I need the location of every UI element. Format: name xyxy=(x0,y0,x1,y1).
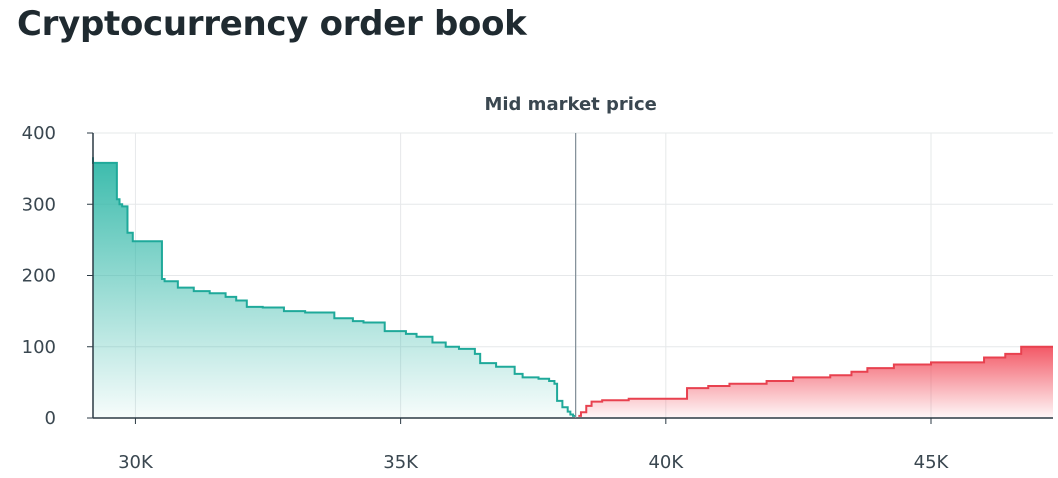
mid-market-marker: Mid market price xyxy=(484,94,657,418)
depth-areas xyxy=(92,157,1053,418)
y-tick-label-2: 200 xyxy=(22,266,56,287)
x-tick-label-3: 45K xyxy=(914,452,950,473)
mid-market-label: Mid market price xyxy=(484,94,656,115)
page-title: Cryptocurrency order book xyxy=(17,4,527,44)
asks-line xyxy=(578,345,1053,417)
x-axis-ticks: 30K 35K 40K 45K xyxy=(118,418,950,473)
x-tick-label-2: 40K xyxy=(648,452,684,473)
y-axis-ticks: 0 100 200 300 400 xyxy=(22,123,93,429)
bids-line xyxy=(92,157,576,417)
x-tick-label-0: 30K xyxy=(118,452,154,473)
x-tick-label-1: 35K xyxy=(383,452,419,473)
y-tick-label-1: 100 xyxy=(22,337,56,358)
y-tick-label-3: 300 xyxy=(22,194,56,215)
bids-area xyxy=(93,157,576,418)
y-tick-label-4: 400 xyxy=(22,123,56,144)
y-tick-label-0: 0 xyxy=(45,408,56,429)
asks-area xyxy=(578,346,1053,418)
